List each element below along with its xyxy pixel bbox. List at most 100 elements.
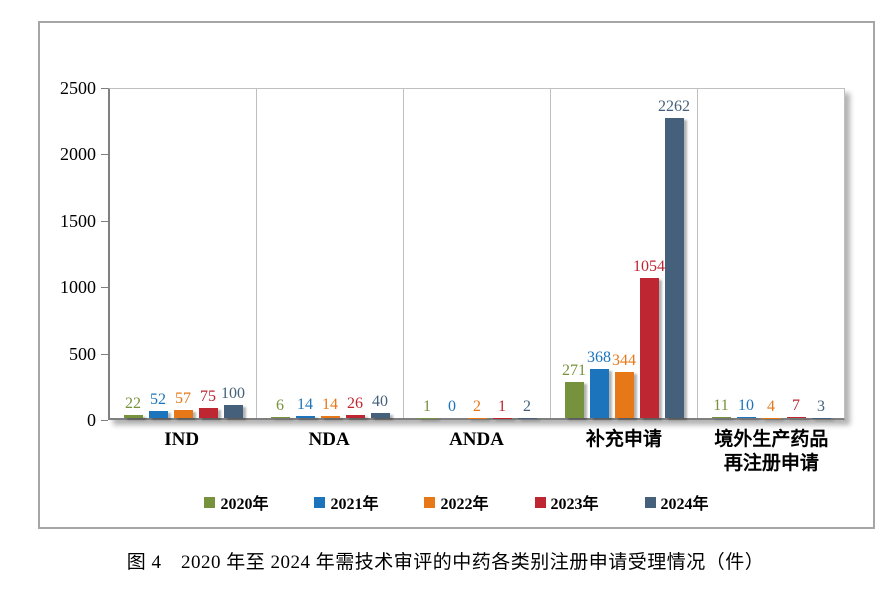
bar-value-label: 1 xyxy=(498,397,506,415)
bar-column: 22 xyxy=(123,395,143,418)
bar-column: 7 xyxy=(786,397,806,418)
legend-swatch-icon xyxy=(204,496,216,508)
y-axis-tick-mark xyxy=(101,420,108,421)
bar-column: 14 xyxy=(295,396,315,418)
category-label: IND xyxy=(164,429,200,450)
bar-value-label: 6 xyxy=(276,397,284,415)
bar-value-label: 75 xyxy=(200,388,216,405)
bar-2021年-补充申请 xyxy=(589,369,609,418)
y-axis-tick-mark xyxy=(101,287,108,289)
legend-item-2021年: 2021年 xyxy=(314,490,378,514)
legend: 2020年 2021年 2022年 2023年 2024年 xyxy=(40,490,873,514)
plot-area: 22 52 57 75 100 6 14 14 26 40 1 0 2 1 2 271 368 344 1054 22… xyxy=(108,88,845,420)
legend-label: 2022年 xyxy=(440,496,489,513)
bar-value-label: 2 xyxy=(473,397,481,415)
bar-column: 40 xyxy=(370,392,390,418)
bar-2024年-IND xyxy=(223,404,243,418)
category-label: NDA xyxy=(308,429,350,450)
category-label: 补充申请 xyxy=(585,429,662,450)
bar-cluster: 22 52 57 75 100 xyxy=(123,384,245,418)
bar-value-label: 1054 xyxy=(633,258,665,275)
y-axis-tick-mark xyxy=(101,88,108,89)
bar-value-label: 22 xyxy=(125,395,141,413)
bar-column: 6 xyxy=(270,397,290,418)
bar-value-label: 26 xyxy=(347,394,363,412)
bar-column: 75 xyxy=(198,388,218,418)
bar-2024年-NDA xyxy=(370,412,390,418)
bar-column: 52 xyxy=(148,391,168,418)
bar-2020年-补充申请 xyxy=(564,382,584,418)
bar-value-label: 10 xyxy=(738,396,754,414)
bar-column: 4 xyxy=(761,397,781,418)
bar-value-label: 344 xyxy=(612,352,636,370)
bar-column: 57 xyxy=(173,390,193,418)
legend-label: 2021年 xyxy=(330,496,379,513)
bar-2021年-IND xyxy=(148,411,168,418)
y-axis-tick-mark xyxy=(101,220,108,222)
bar-column: 3 xyxy=(811,397,831,418)
category-section-4: 271 368 344 1054 2262 xyxy=(551,89,698,418)
bar-cluster: 271 368 344 1054 2262 xyxy=(562,98,690,418)
legend-item-2022年: 2022年 xyxy=(424,490,489,514)
bar-value-label: 1 xyxy=(423,397,431,415)
bar-value-label: 368 xyxy=(587,349,611,367)
y-axis-tick-mark xyxy=(101,353,108,355)
category-section-2: 6 14 14 26 40 xyxy=(257,89,404,418)
bar-2023年-境外生产药品 xyxy=(786,417,806,418)
bar-value-label: 40 xyxy=(372,392,388,410)
category-label: 境外生产药品 再注册申请 xyxy=(714,429,829,474)
bar-2023年-IND xyxy=(198,408,218,418)
bar-value-label: 52 xyxy=(150,391,166,409)
bar-2022年-NDA xyxy=(320,416,340,418)
y-axis-tick-mark xyxy=(101,154,108,156)
bar-value-label: 7 xyxy=(792,397,800,415)
bar-2020年-境外生产药品 xyxy=(711,416,731,418)
bar-value-label: 14 xyxy=(297,396,313,414)
bar-value-label: 2262 xyxy=(658,97,690,115)
bar-2022年-境外生产药品 xyxy=(761,417,781,418)
bar-2020年-IND xyxy=(123,415,143,418)
bar-2023年-补充申请 xyxy=(639,278,659,418)
bar-column: 26 xyxy=(345,394,365,418)
bar-column: 100 xyxy=(221,384,245,418)
legend-item-2023年: 2023年 xyxy=(534,490,599,514)
y-axis-tick-label: 0 xyxy=(87,410,96,430)
bar-2021年-NDA xyxy=(295,416,315,418)
bar-cluster: 11 10 4 7 3 xyxy=(711,396,831,418)
y-axis-tick-label: 2500 xyxy=(60,78,96,98)
category-section-1: 22 52 57 75 100 xyxy=(110,89,257,418)
bar-column: 1054 xyxy=(633,258,665,418)
category-labels-row: IND NDA ANDA 补充申请 境外生产药品 再注册申请 xyxy=(108,428,845,476)
bar-value-label: 14 xyxy=(322,396,338,414)
bar-2020年-NDA xyxy=(270,417,290,418)
bar-value-label: 100 xyxy=(221,384,245,402)
legend-swatch-icon xyxy=(644,496,656,508)
bar-column: 1 xyxy=(417,397,437,418)
bar-column: 2 xyxy=(467,397,487,418)
bar-value-label: 57 xyxy=(175,390,191,408)
bar-column: 14 xyxy=(320,396,340,418)
figure-caption: 图 4 2020 年至 2024 年需技术审评的中药各类别注册申请受理情况（件） xyxy=(126,552,765,573)
category-label: ANDA xyxy=(449,429,504,450)
bar-2022年-IND xyxy=(173,410,193,418)
bar-2022年-补充申请 xyxy=(614,372,634,418)
bar-column: 344 xyxy=(612,352,636,418)
bar-value-label: 2 xyxy=(523,397,531,415)
bar-value-label: 0 xyxy=(448,398,456,415)
bar-value-label: 11 xyxy=(713,396,729,414)
y-axis-tick-label: 500 xyxy=(69,343,96,364)
bar-2021年-境外生产药品 xyxy=(736,416,756,418)
bar-2024年-补充申请 xyxy=(664,117,684,418)
bar-value-label: 4 xyxy=(767,397,775,415)
bar-column: 271 xyxy=(562,362,586,418)
bar-column: 10 xyxy=(736,396,756,418)
bar-value-label: 3 xyxy=(817,397,825,415)
legend-item-2020年: 2020年 xyxy=(204,490,268,514)
bar-2023年-NDA xyxy=(345,414,365,418)
legend-label: 2020年 xyxy=(220,496,269,513)
bar-value-label: 271 xyxy=(562,362,586,379)
legend-swatch-icon xyxy=(424,496,436,508)
legend-swatch-icon xyxy=(314,496,326,508)
